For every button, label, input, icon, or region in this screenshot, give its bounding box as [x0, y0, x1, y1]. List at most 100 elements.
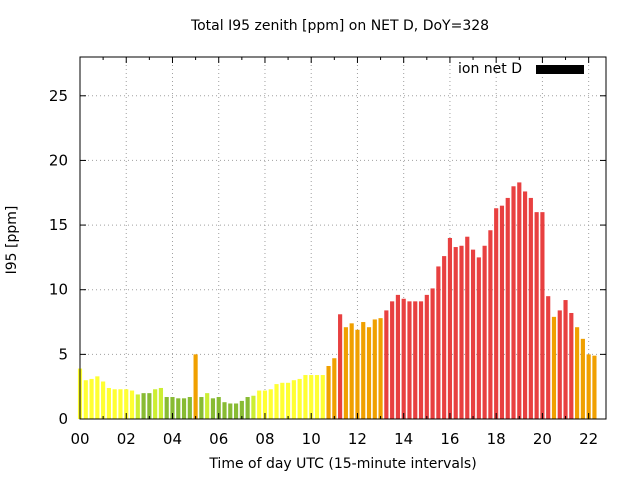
bar	[430, 288, 435, 419]
bar	[332, 358, 337, 419]
bar	[442, 256, 447, 419]
bar	[465, 236, 470, 419]
legend-swatch	[536, 64, 584, 74]
bar	[499, 205, 505, 419]
bar	[106, 387, 111, 419]
bar	[210, 398, 216, 419]
bar	[372, 319, 377, 419]
bar	[112, 389, 117, 419]
bar	[436, 266, 441, 419]
bar	[413, 301, 418, 419]
bar	[575, 327, 580, 419]
bar	[89, 378, 94, 419]
bar	[401, 298, 406, 419]
bar	[274, 384, 279, 419]
bar	[228, 403, 233, 419]
x-tick-label: 20	[533, 430, 552, 448]
bar	[286, 382, 291, 419]
bar	[158, 387, 164, 419]
bar	[366, 327, 372, 419]
bar	[222, 402, 227, 419]
y-tick-label: 0	[58, 410, 68, 428]
bar	[141, 393, 146, 419]
bar	[187, 397, 192, 419]
bar	[164, 397, 169, 419]
bar	[297, 378, 302, 419]
legend-label: ion net D	[458, 61, 522, 77]
bar	[459, 245, 464, 419]
bar	[569, 312, 574, 419]
bar	[355, 329, 360, 419]
x-tick-label: 14	[394, 430, 413, 448]
bar	[176, 398, 181, 419]
bar	[384, 310, 389, 419]
bar	[424, 294, 429, 419]
bar	[257, 390, 262, 419]
bar	[338, 314, 343, 419]
bar	[522, 191, 528, 419]
bar	[361, 322, 366, 419]
bar	[557, 310, 562, 419]
x-tick-label: 04	[163, 430, 182, 448]
x-tick-label: 00	[70, 430, 89, 448]
bar	[147, 393, 152, 419]
bar	[528, 197, 533, 419]
bar	[551, 316, 557, 419]
bar	[476, 257, 481, 419]
bar	[233, 403, 239, 419]
bar	[546, 296, 551, 419]
y-tick-label: 15	[49, 216, 68, 234]
x-tick-label: 12	[348, 430, 367, 448]
bar	[262, 390, 268, 419]
bar	[135, 394, 140, 419]
bar	[153, 389, 158, 419]
x-tick-label: 22	[579, 430, 598, 448]
bar	[447, 238, 453, 419]
bar	[320, 375, 325, 419]
plot-frame	[79, 56, 607, 420]
bar	[488, 230, 493, 419]
legend: ion net D	[458, 61, 584, 77]
x-tick-label: 08	[255, 430, 274, 448]
y-tick-label: 20	[49, 151, 68, 169]
bar	[216, 397, 221, 419]
bar	[390, 301, 395, 419]
bar	[407, 301, 412, 419]
bar	[239, 400, 244, 419]
bar	[534, 212, 539, 419]
x-axis-label: Time of day UTC (15-minute intervals)	[209, 456, 477, 472]
bar	[418, 301, 424, 419]
y-tick-label: 10	[49, 281, 68, 299]
bar	[193, 354, 198, 419]
bar	[124, 389, 129, 419]
x-tick-label: 10	[302, 430, 321, 448]
bar	[494, 208, 499, 419]
bar	[170, 397, 175, 419]
bar	[343, 327, 348, 419]
x-tick-label: 16	[440, 430, 459, 448]
bar	[268, 389, 273, 419]
bar	[511, 186, 516, 419]
bar	[482, 245, 487, 419]
y-axis-label: I95 [ppm]	[4, 205, 20, 275]
bar	[349, 323, 354, 419]
bar	[563, 300, 568, 419]
bar	[303, 375, 308, 419]
bar	[326, 365, 331, 419]
y-tick-label: 5	[58, 345, 68, 363]
bar	[378, 318, 383, 419]
bar	[83, 380, 88, 419]
bar	[470, 249, 476, 419]
bar	[517, 182, 522, 419]
bar	[199, 397, 204, 419]
bar	[453, 247, 458, 419]
bar	[205, 393, 210, 419]
bar	[314, 375, 320, 419]
bar	[101, 381, 106, 419]
bar	[181, 398, 187, 419]
bar	[580, 338, 585, 419]
bar	[291, 380, 296, 419]
bar	[395, 294, 400, 419]
bar	[505, 197, 510, 419]
